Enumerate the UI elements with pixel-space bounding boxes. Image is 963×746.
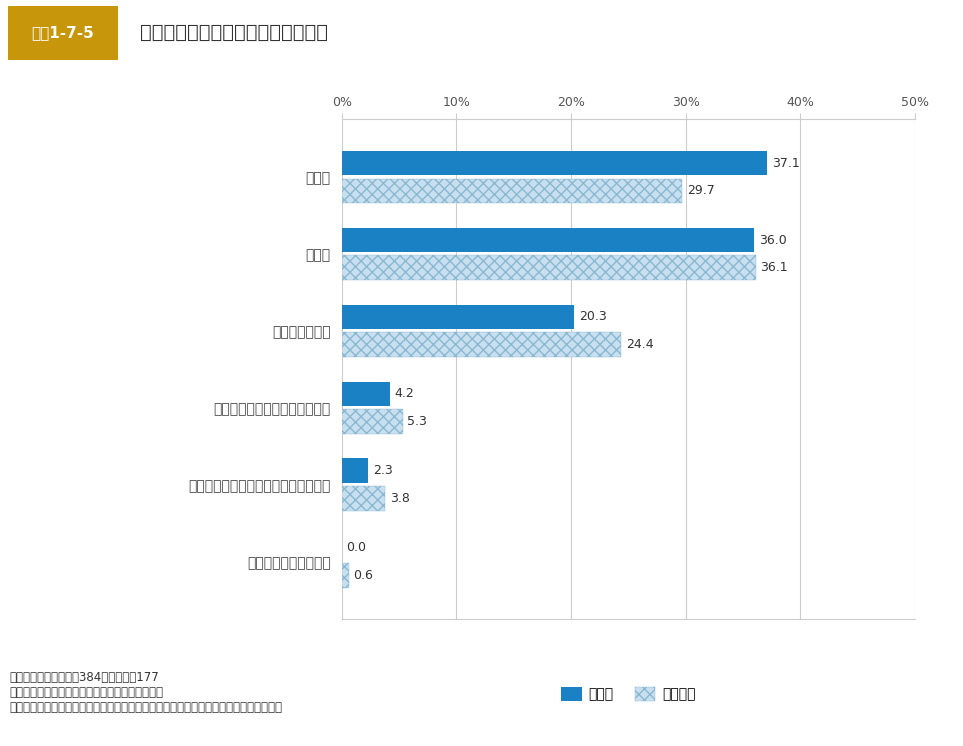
Bar xyxy=(342,410,403,434)
Bar xyxy=(342,459,368,483)
Bar xyxy=(342,486,385,511)
Text: 0.6: 0.6 xyxy=(353,569,374,582)
Bar xyxy=(342,255,756,280)
Text: 図表1-7-5: 図表1-7-5 xyxy=(32,25,94,40)
Text: 36.1: 36.1 xyxy=(760,261,788,275)
Text: 単数回答、ｎ：大企業384、中堅企業177
対象：事業継続計画（ＢＣＰ）を策定済みの企業
出典：「令和元年度企業の事業継続及び防災の取組に関する実態調査」より内: 単数回答、ｎ：大企業384、中堅企業177 対象：事業継続計画（ＢＣＰ）を策定済… xyxy=(10,671,282,715)
Bar xyxy=(342,151,767,175)
Bar xyxy=(342,228,754,252)
Bar xyxy=(342,381,390,406)
Bar xyxy=(342,178,682,203)
Bar xyxy=(342,304,575,329)
Text: 36.0: 36.0 xyxy=(759,233,787,247)
Text: 37.1: 37.1 xyxy=(771,157,799,169)
Text: 3.8: 3.8 xyxy=(390,492,410,505)
Text: 5.3: 5.3 xyxy=(407,415,427,428)
Legend: 大企業, 中堅企業: 大企業, 中堅企業 xyxy=(556,681,701,707)
Text: 2.3: 2.3 xyxy=(373,464,393,477)
Bar xyxy=(342,333,621,357)
Text: 20.3: 20.3 xyxy=(579,310,607,324)
Text: 0.0: 0.0 xyxy=(347,541,367,554)
Text: 4.2: 4.2 xyxy=(395,387,414,401)
Bar xyxy=(342,563,349,588)
Text: 29.7: 29.7 xyxy=(687,184,715,198)
FancyBboxPatch shape xyxy=(8,6,118,60)
Text: ＢＣＰの見直しについての回答状況: ＢＣＰの見直しについての回答状況 xyxy=(140,23,327,43)
Text: 24.4: 24.4 xyxy=(626,338,654,351)
